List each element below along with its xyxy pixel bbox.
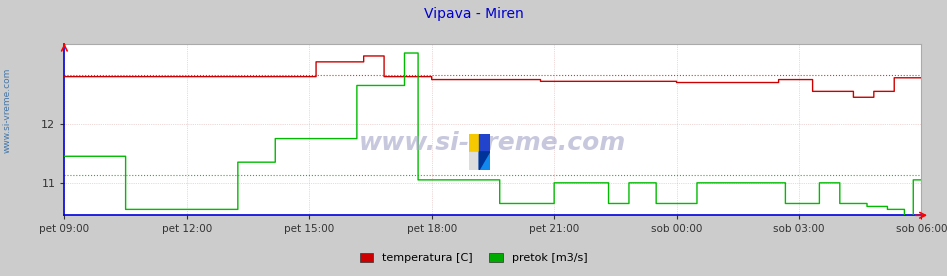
Bar [469,152,479,170]
Legend: temperatura [C], pretok [m3/s]: temperatura [C], pretok [m3/s] [355,248,592,268]
Text: www.si-vreme.com: www.si-vreme.com [3,68,12,153]
Polygon shape [479,152,490,170]
Bar [479,134,490,152]
Bar [469,134,479,152]
Polygon shape [479,152,490,170]
Text: www.si-vreme.com: www.si-vreme.com [359,131,627,155]
Text: Vipava - Miren: Vipava - Miren [423,7,524,21]
